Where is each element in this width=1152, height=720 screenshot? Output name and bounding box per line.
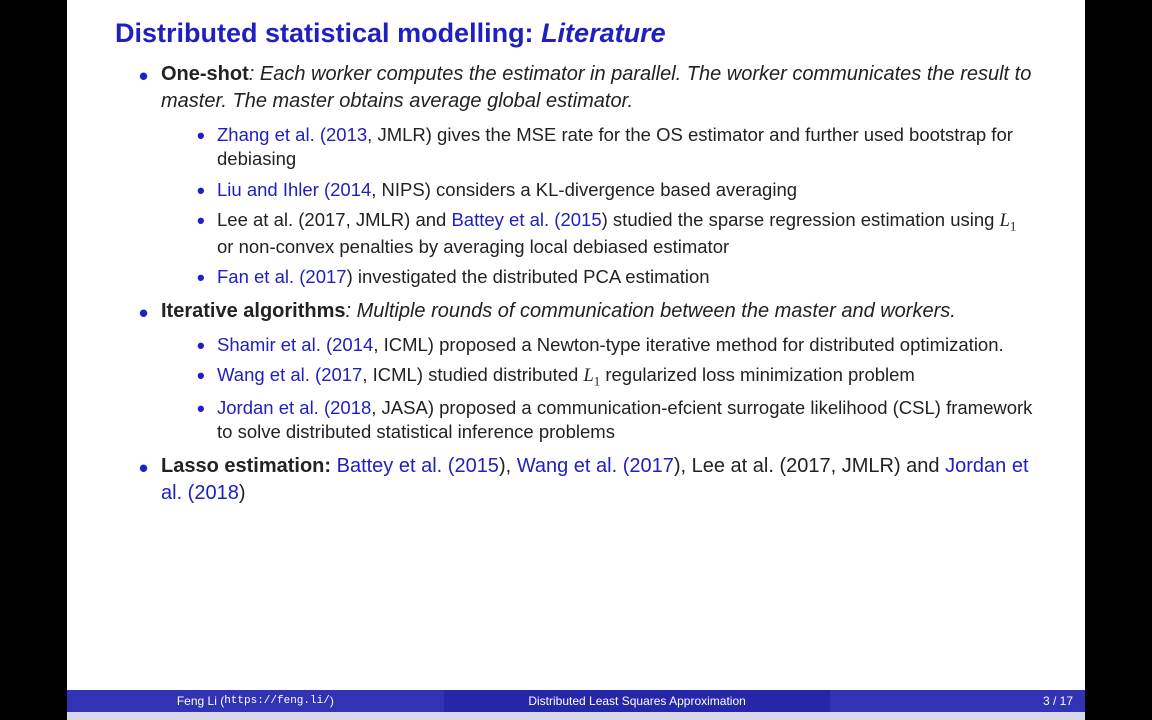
sub-item: Jordan et al. (2018, JASA) proposed a co… [197,396,1037,445]
sub-text: , ICML) studied distributed [362,364,583,385]
slide-title: Distributed statistical modelling: Liter… [115,18,1037,49]
sub-tail: regularized loss minimization problem [600,364,915,385]
footer-url: https://feng.li/ [224,695,330,707]
sub-item: Shamir et al. (2014, ICML) proposed a Ne… [197,333,1037,357]
footer-page-number: 3 / 17 [1043,694,1073,708]
sub-item: Liu and Ihler (2014, NIPS) considers a K… [197,178,1037,202]
footer-center: Distributed Least Squares Approximation [528,694,745,708]
bullet-one-shot: One-shot: Each worker computes the estim… [139,61,1037,290]
sub-text: ) studied the sparse regression estimati… [602,209,1000,230]
title-italic: Literature [541,18,666,48]
lead-rest: : Multiple rounds of communication betwe… [346,300,956,322]
citation: Liu and Ihler (2014 [217,179,371,200]
footer-author: Feng Li (https://feng.li/) [67,690,444,712]
sub-list: Zhang et al. (2013, JMLR) gives the MSE … [161,123,1037,290]
lead-bold: Lasso estimation: [161,455,331,477]
bullet-iterative: Iterative algorithms: Multiple rounds of… [139,298,1037,445]
sub-list: Shamir et al. (2014, ICML) proposed a Ne… [161,333,1037,445]
citation: Shamir et al. (2014 [217,334,373,355]
lead-bold: Iterative algorithms [161,300,346,322]
lasso-p1: ), [499,455,517,477]
citation: Wang et al. (2017 [217,364,362,385]
footer-title: Distributed Least Squares Approximation [444,690,831,712]
citation: Zhang et al. (2013 [217,124,367,145]
lasso-p3: ) [239,482,246,504]
sub-text: , ICML) proposed a Newton-type iterative… [373,334,1003,355]
citation: Fan et al. (2017 [217,266,347,287]
slide: Distributed statistical modelling: Liter… [67,0,1085,720]
footer-bar: Feng Li (https://feng.li/) Distributed L… [67,690,1085,712]
lead-rest: : Each worker computes the estimator in … [161,63,1031,112]
sub-item: Wang et al. (2017, ICML) studied distrib… [197,363,1037,390]
sub-text: , NIPS) considers a KL-divergence based … [371,179,797,200]
sub-pre: Lee at al. (2017, JMLR) and [217,209,451,230]
bullet-lasso: Lasso estimation: Battey et al. (2015 ), … [139,453,1037,507]
bullet-list: One-shot: Each worker computes the estim… [115,61,1037,507]
footer-author-close: ) [330,694,334,708]
sub-text: ) investigated the distributed PCA estim… [347,266,710,287]
citation: Wang et al. (2017 [517,455,674,477]
title-prefix: Distributed statistical modelling: [115,18,541,48]
footer-page: 3 / 17 [830,690,1085,712]
math-L1: L1 [1000,211,1017,231]
citation: Jordan et al. (2018 [217,397,371,418]
footer-author-name: Feng Li ( [177,694,224,708]
math-L1: L1 [583,366,600,386]
lead-bold: One-shot [161,63,249,85]
math-sub: 1 [1010,219,1016,234]
beamer-nav-bar[interactable] [67,712,1085,720]
citation: Battey et al. (2015 [451,209,601,230]
sub-item: Fan et al. (2017) investigated the distr… [197,265,1037,289]
citation: Battey et al. (2015 [337,455,499,477]
slide-content: Distributed statistical modelling: Liter… [67,0,1085,507]
math-base: L [583,366,593,386]
sub-tail: or non-convex penalties by averaging loc… [217,236,729,257]
sub-item: Lee at al. (2017, JMLR) and Battey et al… [197,208,1037,259]
math-base: L [1000,211,1010,231]
sub-item: Zhang et al. (2013, JMLR) gives the MSE … [197,123,1037,172]
lasso-p2: ), Lee at al. (2017, JMLR) and [674,455,945,477]
